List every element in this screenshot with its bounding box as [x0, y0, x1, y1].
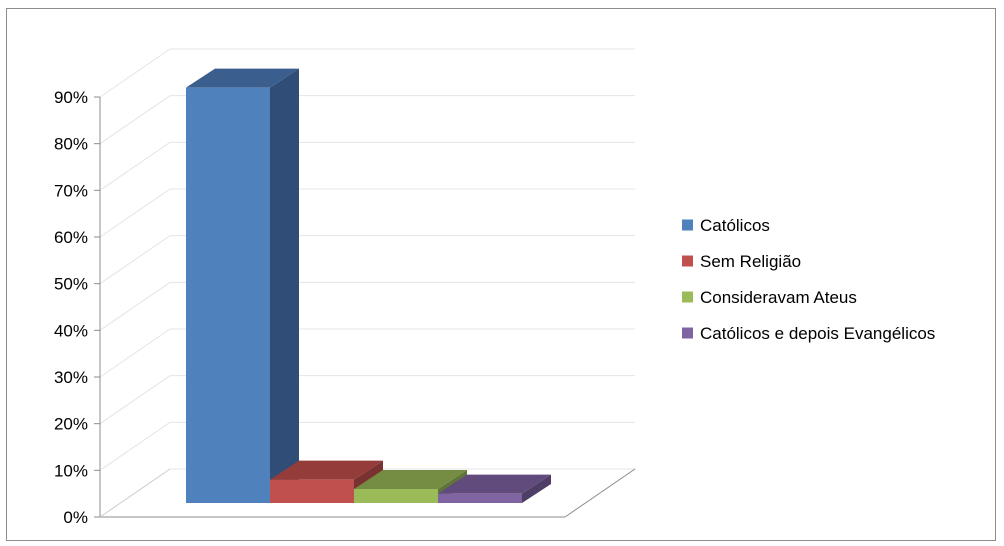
tick-labels: 0% 10% 20% 30% 40% 50% 60% 70% 80% 90% — [54, 88, 100, 527]
chart-frame — [6, 8, 996, 541]
legend-label: Católicos e depois Evangélicos — [700, 324, 935, 343]
bar-top-face — [354, 470, 467, 489]
y-tick-label: 0% — [63, 508, 88, 527]
bar-top-face — [186, 68, 299, 88]
y-tick-label: 60% — [54, 228, 88, 247]
y-tick-label: 50% — [54, 275, 88, 294]
gridline-side — [99, 141, 171, 191]
bar-front-face — [354, 489, 438, 503]
y-tick-label: 80% — [54, 135, 88, 154]
gridline-side — [99, 188, 171, 238]
gridline-side — [99, 421, 171, 471]
gridline-side — [99, 235, 171, 285]
legend-label: Sem Religião — [700, 252, 801, 271]
legend-item: Sem Religião — [682, 252, 801, 271]
bars-layer — [186, 68, 551, 504]
bar-front-face — [438, 493, 522, 503]
bar — [270, 460, 383, 503]
axis-layer — [99, 97, 636, 518]
floor-right-edge — [564, 468, 636, 518]
y-tick-label: 20% — [54, 415, 88, 434]
y-tick-label: 40% — [54, 321, 88, 340]
gridline-side — [99, 328, 171, 378]
bar-top-face — [270, 460, 383, 480]
y-tick-label: 70% — [54, 181, 88, 200]
gridline-side — [99, 48, 171, 98]
bar-top-face — [438, 474, 551, 494]
bar — [438, 474, 551, 503]
legend-item: Católicos e depois Evangélicos — [682, 324, 935, 343]
y-tick-label: 10% — [54, 461, 88, 480]
legend-label: Consideravam Ateus — [700, 288, 857, 307]
bar-front-face — [270, 479, 354, 503]
gridline-side — [99, 95, 171, 145]
bar-side-face — [270, 68, 299, 504]
legend: Católicos Sem Religião Consideravam Ateus C… — [682, 216, 935, 343]
legend-swatch — [682, 327, 693, 339]
gridline-side — [99, 375, 171, 425]
legend-item: Católicos — [682, 216, 770, 235]
floor-left-edge — [99, 468, 171, 518]
legend-swatch — [682, 291, 693, 303]
legend-item: Consideravam Ateus — [682, 288, 857, 307]
bar-side-face — [522, 474, 551, 503]
bar-front-face — [186, 87, 270, 504]
bar — [186, 68, 299, 504]
y-tick-label: 30% — [54, 368, 88, 387]
legend-swatch — [682, 255, 693, 267]
legend-swatch — [682, 219, 693, 231]
legend-label: Católicos — [700, 216, 770, 235]
gridline-side — [99, 281, 171, 331]
grid-layer — [99, 48, 635, 518]
y-tick-label: 90% — [54, 88, 88, 107]
